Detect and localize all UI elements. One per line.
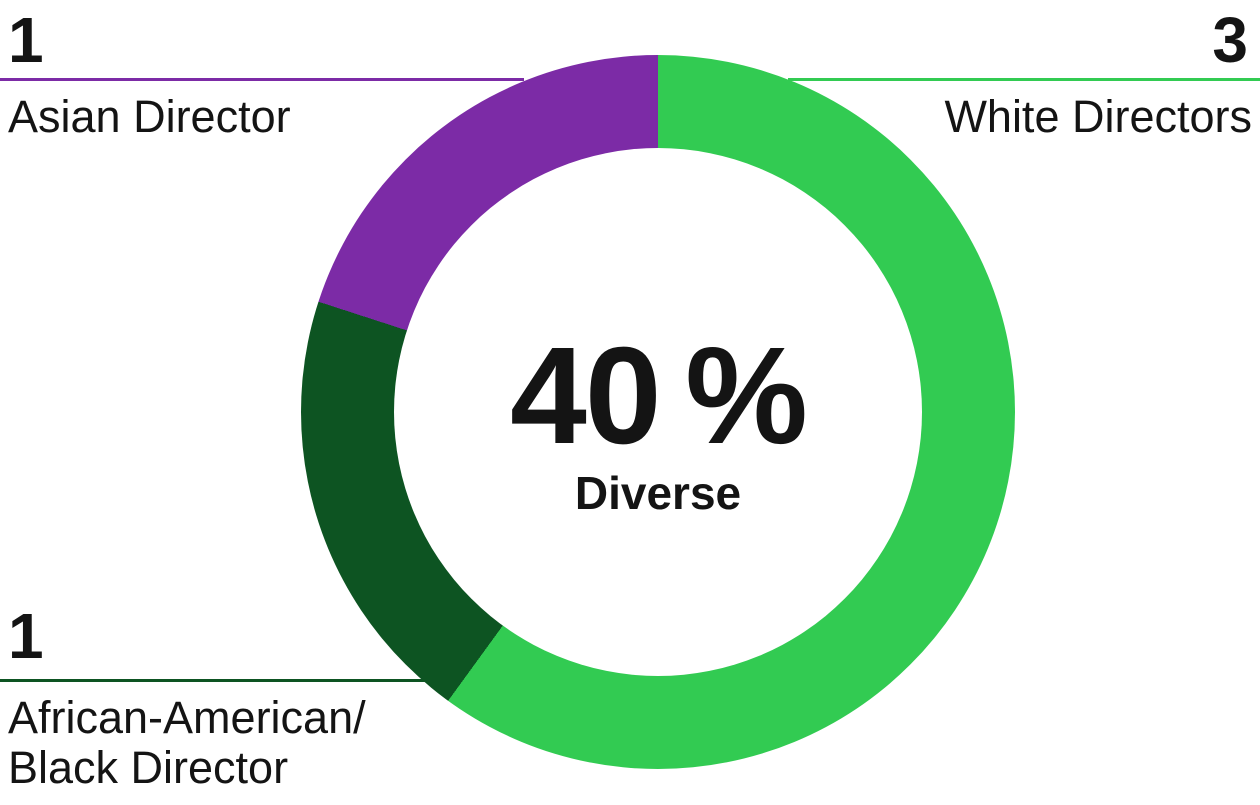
white-directors-label: White Directors <box>944 91 1252 142</box>
donut-hole <box>394 148 922 676</box>
asian-director-label: Asian Director <box>8 91 291 142</box>
asian-director-leader-line <box>0 78 524 81</box>
white-directors-count: 3 <box>1212 4 1248 76</box>
white-directors-leader-line <box>788 78 1260 81</box>
center-percentage: 40 % <box>510 319 808 473</box>
asian-director-count: 1 <box>8 4 44 76</box>
african-american-director-count: 1 <box>8 600 44 672</box>
african-american-director-label: African-American/ Black Director <box>8 692 366 793</box>
center-percentage-caption: Diverse <box>574 467 742 519</box>
african-american-director-leader-line <box>0 679 426 682</box>
